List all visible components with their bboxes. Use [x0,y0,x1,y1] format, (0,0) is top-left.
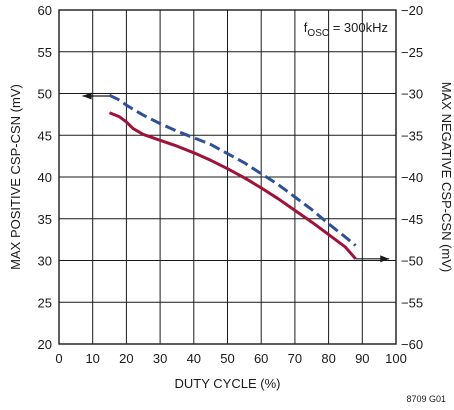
y-left-tick-label: 25 [38,295,52,310]
y-left-tick-label: 35 [38,212,52,227]
x-tick-label: 10 [85,351,99,366]
y-left-tick-label: 30 [38,254,52,269]
y-left-tick-label: 50 [38,87,52,102]
x-tick-label: 90 [355,351,369,366]
x-tick-label: 50 [220,351,234,366]
dashed-series-line [108,93,357,247]
y-left-tick-label: 55 [38,45,52,60]
y-right-tick-label: −55 [401,295,423,310]
y-right-tick-label: −30 [401,87,423,102]
y-left-tick-label: 60 [38,3,52,18]
x-tick-label: 30 [153,351,167,366]
x-tick-label: 40 [187,351,201,366]
solid-series-line [108,111,357,260]
axis-indicator-arrow-head-left [82,92,92,100]
frequency-annotation: fOSC = 300kHz [304,20,388,39]
y-right-tick-label: −20 [401,3,423,18]
axis-indicator-arrow-head-right [380,255,390,263]
y-left-tick-label: 40 [38,170,52,185]
x-tick-label: 20 [119,351,133,366]
y-axis-right-title: MAX NEGATIVE CSP-CSN (mV) [439,82,454,272]
series-layer [82,92,390,263]
x-axis-title: DUTY CYCLE (%) [175,376,281,391]
y-axis-left-title: MAX POSITIVE CSP-CSN (mV) [8,84,23,270]
y-right-tick-label: −40 [401,170,423,185]
x-tick-label: 60 [254,351,268,366]
y-left-tick-label: 45 [38,128,52,143]
y-right-tick-label: −25 [401,45,423,60]
tick-labels: 0 10 20 30 40 50 60 70 80 90 100 20 25 30 35 40 45 50 55 60… [38,3,424,366]
x-tick-label: 80 [321,351,335,366]
y-right-tick-label: −35 [401,128,423,143]
annotation-suffix: = 300kHz [329,20,388,35]
y-right-tick-label: −50 [401,254,423,269]
y-left-tick-label: 20 [38,337,52,352]
annotation-subscript: OSC [307,28,329,39]
x-tick-label: 0 [55,351,62,366]
x-tick-label: 70 [288,351,302,366]
figure-number: 8709 G01 [406,394,446,404]
grid [59,10,396,344]
annotation-prefix: f [304,20,308,35]
y-right-tick-label: −60 [401,337,423,352]
plot-frame [58,9,397,345]
y-right-tick-label: −45 [401,212,423,227]
x-tick-label: 100 [385,351,407,366]
